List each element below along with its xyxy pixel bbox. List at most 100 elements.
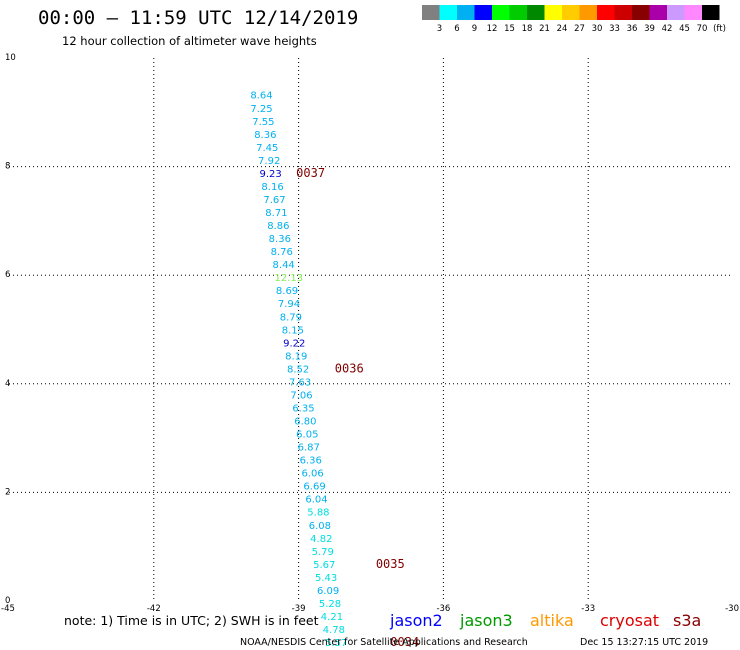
wave-height-label: 8.16 — [261, 182, 283, 193]
scale-label: 30 — [592, 24, 603, 34]
scale-swatch — [527, 5, 545, 20]
color-scale-legend: 3 6 9 12 15 18 21 24 27 30 33 36 39 42 45 70 (ft) — [422, 5, 726, 34]
scale-label: 27 — [574, 24, 585, 34]
wave-height-label: 7.92 — [258, 156, 280, 167]
scale-swatch — [544, 5, 562, 20]
scale-swatch — [439, 5, 457, 20]
pass-number-label: 0036 — [335, 361, 364, 375]
scale-swatch — [702, 5, 720, 20]
scale-swatch — [562, 5, 580, 20]
wave-height-label: 5.43 — [315, 573, 337, 584]
wave-height-label: 7.45 — [256, 143, 278, 154]
wave-height-label: 12.13 — [274, 273, 303, 284]
scale-label: 15 — [504, 24, 515, 34]
legend-s3a: s3a — [673, 611, 701, 630]
scale-label: 3 — [437, 24, 442, 34]
footer-note: note: 1) Time is in UTC; 2) SWH is in fe… — [64, 613, 319, 628]
wave-height-label: 8.79 — [280, 312, 302, 323]
wave-height-label: 8.19 — [285, 351, 307, 362]
wave-height-label: 8.52 — [287, 364, 309, 375]
wave-height-label: 6.09 — [317, 586, 339, 597]
x-tick-label: -36 — [436, 604, 450, 614]
wave-height-label: 9.22 — [283, 338, 305, 349]
chart-subtitle: 12 hour collection of altimeter wave hei… — [62, 34, 317, 48]
scale-swatch — [684, 5, 702, 20]
y-tick-label: 10 — [5, 53, 16, 63]
wave-height-label: 6.36 — [300, 456, 322, 467]
wave-height-label: 8.76 — [271, 247, 293, 258]
scale-label: 6 — [454, 24, 459, 34]
scale-label: 70 — [697, 24, 708, 34]
footer-timestamp: Dec 15 13:27:15 UTC 2019 — [580, 637, 708, 648]
scale-swatch — [422, 5, 440, 20]
scale-label: 42 — [662, 24, 673, 34]
scale-label: 24 — [557, 24, 568, 34]
wave-height-label: 5.79 — [312, 547, 334, 558]
wave-height-label: 8.64 — [250, 91, 272, 102]
wave-height-label: 5.28 — [319, 599, 341, 610]
wave-height-label: 7.94 — [278, 299, 300, 310]
data-points: 8.64 7.25 7.55 8.36 7.45 7.92 9.23 8.16 7.67 8.71… — [250, 91, 347, 649]
wave-height-label: 7.63 — [289, 377, 311, 388]
x-tick-label: -45 — [1, 604, 15, 614]
wave-height-label: 8.15 — [282, 325, 304, 336]
legend-altika: altika — [530, 611, 574, 630]
wave-height-label: 4.21 — [321, 612, 343, 623]
footer-credit: NOAA/NESDIS Center for Satellite Applica… — [240, 637, 528, 648]
pass-number-label: 0035 — [376, 557, 405, 571]
y-tick-label: 6 — [5, 270, 10, 280]
pass-number-label: 0034 — [390, 635, 419, 649]
y-tick-label: 8 — [5, 162, 10, 172]
wave-height-label: 9.23 — [260, 169, 282, 180]
wave-height-label: 6.05 — [296, 430, 318, 441]
satellite-legend: jason2 jason3 altika cryosat s3a — [389, 611, 701, 630]
scale-swatch — [632, 5, 650, 20]
scale-swatch — [492, 5, 510, 20]
scale-label: 36 — [627, 24, 638, 34]
grid — [9, 58, 733, 601]
wave-height-label: 8.36 — [269, 234, 291, 245]
y-tick-label: 4 — [5, 379, 10, 389]
x-tick-label: -30 — [725, 604, 739, 614]
wave-height-label: 6.87 — [298, 443, 320, 454]
wave-height-label: 7.25 — [250, 104, 272, 115]
x-tick-label: -33 — [581, 604, 595, 614]
wave-height-label: 5.57 — [325, 638, 347, 649]
y-tick-labels: 0 2 4 6 8 10 — [5, 53, 16, 606]
scale-label: 9 — [472, 24, 477, 34]
legend-jason2: jason2 — [389, 611, 443, 630]
pass-number-label: 0037 — [296, 166, 325, 180]
wave-height-label: 7.06 — [290, 390, 312, 401]
wave-height-label: 8.71 — [265, 208, 287, 219]
wave-height-label: 6.08 — [309, 521, 331, 532]
y-tick-label: 2 — [5, 487, 10, 497]
wave-height-label: 8.69 — [276, 286, 298, 297]
scale-swatch — [579, 5, 597, 20]
wave-height-label: 4.78 — [323, 625, 345, 636]
scale-label: 39 — [644, 24, 655, 34]
wave-height-label: 5.88 — [307, 508, 329, 519]
scale-swatch — [614, 5, 632, 20]
scale-label: 18 — [522, 24, 533, 34]
y-tick-label: 0 — [5, 596, 10, 606]
scale-label: 21 — [539, 24, 550, 34]
wave-height-label: 5.67 — [313, 560, 335, 571]
scale-label: 45 — [679, 24, 690, 34]
wave-height-label: 4.82 — [310, 534, 332, 545]
wave-height-label: 8.86 — [267, 221, 289, 232]
legend-jason3: jason3 — [459, 611, 513, 630]
wave-height-label: 6.69 — [303, 482, 325, 493]
chart-title: 00:00 — 11:59 UTC 12/14/2019 — [38, 7, 358, 29]
wave-height-label: 6.35 — [292, 403, 314, 414]
wave-height-label: 7.67 — [263, 195, 285, 206]
wave-height-label: 8.44 — [273, 260, 295, 271]
wave-height-label: 6.06 — [301, 469, 323, 480]
wave-height-label: 7.55 — [252, 117, 274, 128]
scale-swatch — [509, 5, 527, 20]
x-tick-label: -42 — [147, 604, 161, 614]
x-tick-label: -39 — [292, 604, 306, 614]
scale-label: (ft) — [713, 24, 726, 34]
wave-height-label: 6.80 — [294, 417, 316, 428]
scale-swatch — [667, 5, 685, 20]
